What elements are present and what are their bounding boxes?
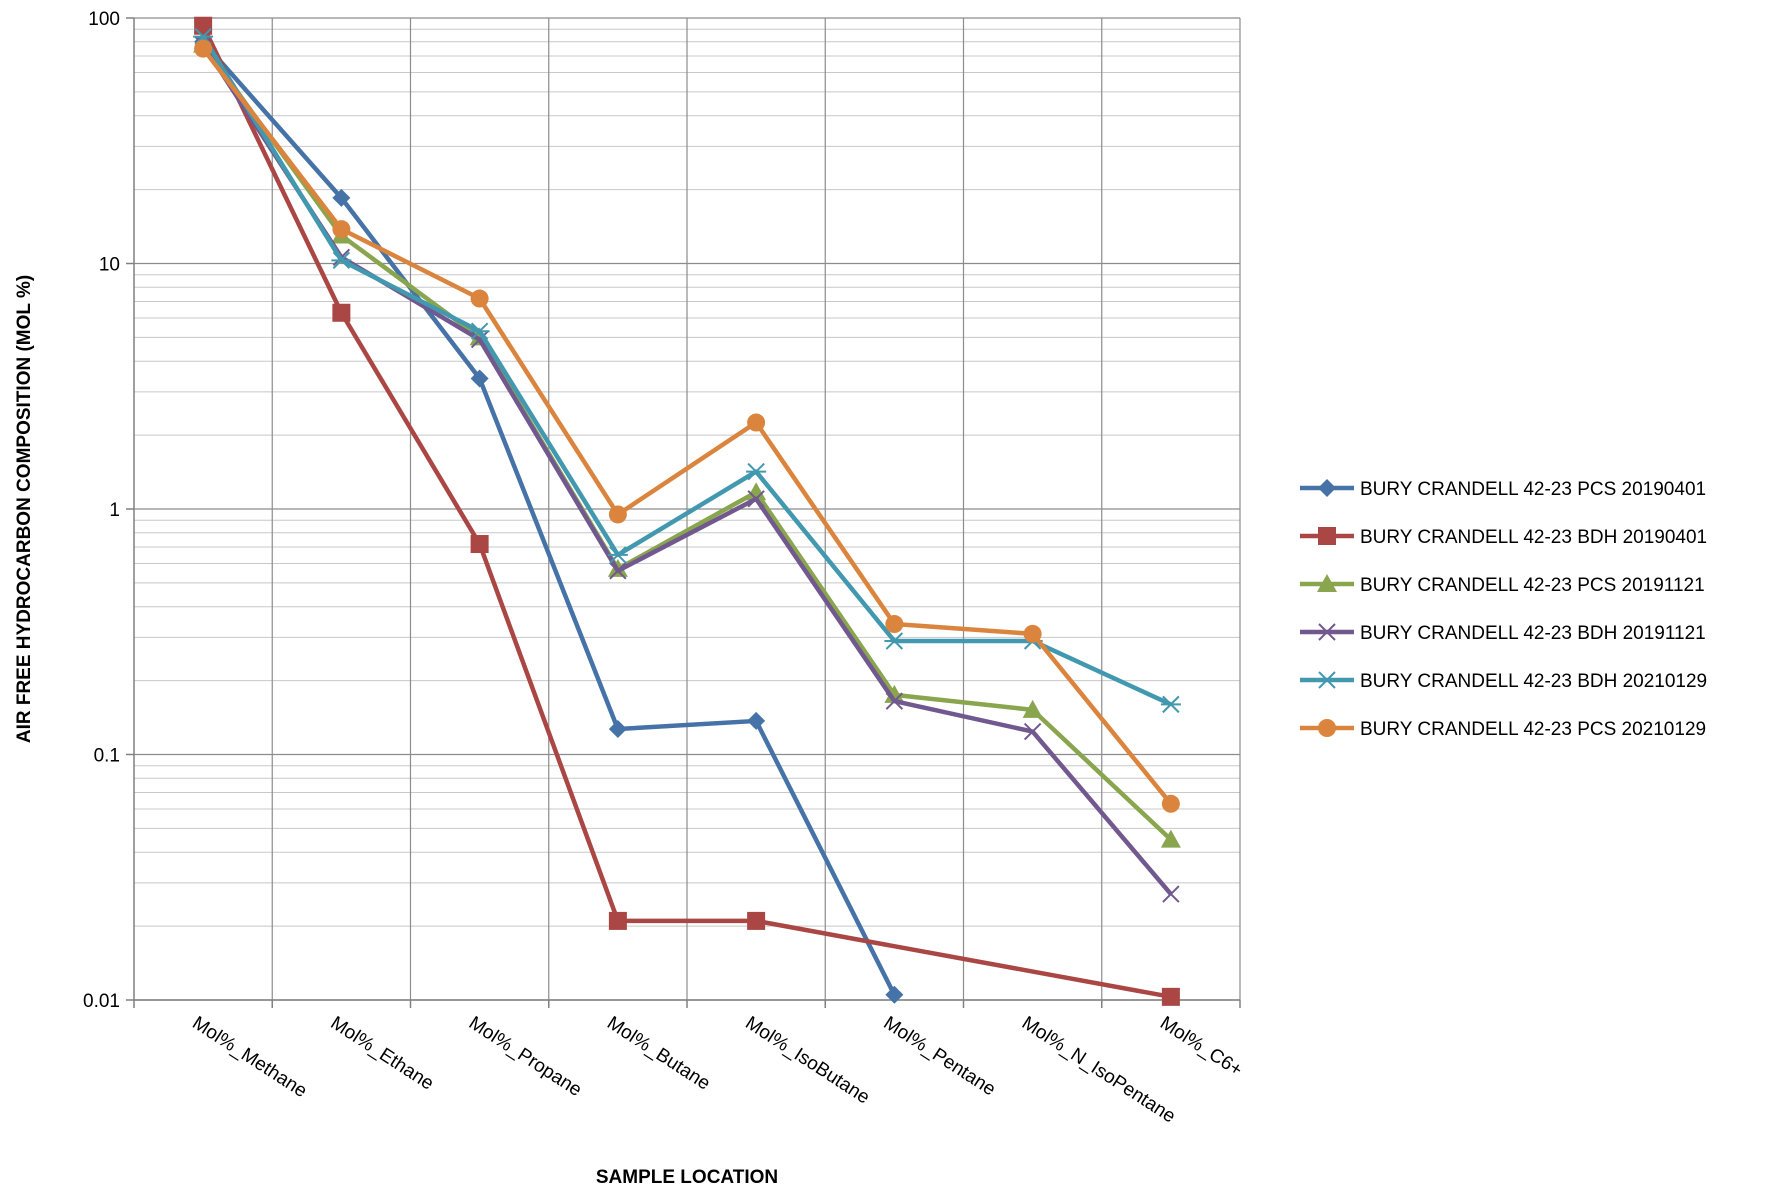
y-tick-label: 0.01 (83, 991, 120, 1012)
data-point (885, 985, 904, 1004)
data-point (1161, 987, 1180, 1006)
data-point (608, 505, 627, 524)
data-point (470, 330, 489, 349)
data-point (1318, 623, 1336, 641)
legend-label: BURY CRANDELL 42-23 BDH 20190401 (1360, 527, 1707, 548)
series-line (201, 35, 1172, 707)
data-point (1317, 671, 1337, 689)
x-tick-label: Mol%_Ethane (327, 1013, 438, 1095)
data-point (332, 188, 351, 207)
data-point (747, 413, 766, 432)
legend-item: BURY CRANDELL 42-23 PCS 20190401 (1300, 479, 1706, 500)
data-point (608, 720, 627, 739)
series-line (201, 24, 1172, 1000)
data-point (470, 369, 489, 388)
series-line (201, 43, 1173, 842)
series-2 (194, 16, 1180, 1006)
data-point (1023, 722, 1042, 741)
legend-item: BURY CRANDELL 42-23 PCS 20191121 (1300, 574, 1705, 596)
x-tick-label: Mol%_Pentane (880, 1013, 1000, 1101)
data-point (885, 615, 904, 634)
series-5 (193, 27, 1181, 714)
series-line (201, 40, 897, 996)
data-point (194, 16, 213, 35)
legend-item: BURY CRANDELL 42-23 BDH 20191121 (1300, 623, 1706, 644)
data-point (1160, 829, 1181, 848)
data-point (194, 39, 213, 58)
data-point (1162, 885, 1180, 903)
y-tick-label: 100 (88, 9, 120, 30)
y-tick-labels: 0.01 0.1 1 10 100 (83, 9, 120, 1012)
data-point (747, 490, 765, 508)
data-point (747, 911, 766, 930)
legend: BURY CRANDELL 42-23 PCS 20190401 BURY CRA… (1300, 479, 1707, 740)
data-point (1318, 527, 1336, 545)
data-point (885, 692, 904, 710)
data-point (607, 546, 628, 564)
y-tick-label: 10 (99, 255, 120, 276)
x-axis-title: SAMPLE LOCATION (596, 1167, 778, 1188)
x-tick-label: Mol%_C6+ (1156, 1013, 1246, 1082)
major-gridlines (134, 17, 1241, 1001)
data-point (1161, 794, 1180, 813)
data-point (747, 711, 766, 730)
x-tick-label: Mol%_Propane (465, 1013, 585, 1101)
x-tick-label: Mol%_N_IsoPentane (1018, 1013, 1179, 1128)
data-point (1160, 695, 1181, 714)
data-point (332, 303, 351, 322)
y-axis-title: AIR FREE HYDROCARBON COMPOSITION (MOL %) (14, 275, 35, 743)
data-point (1317, 574, 1337, 592)
x-tick-labels: Mol%_Methane Mol%_Ethane Mol%_Propane Mol%_… (188, 1013, 1246, 1128)
data-point (746, 462, 767, 481)
series-line (201, 47, 1173, 806)
legend-label: BURY CRANDELL 42-23 BDH 20191121 (1360, 623, 1706, 644)
data-point (609, 562, 627, 580)
data-point (1023, 624, 1042, 643)
legend-item: BURY CRANDELL 42-23 BDH 20210129 (1300, 671, 1707, 692)
data-point (1318, 479, 1336, 497)
legend-item: BURY CRANDELL 42-23 PCS 20210129 (1300, 719, 1706, 740)
data-point (331, 251, 352, 270)
legend-item: BURY CRANDELL 42-23 BDH 20190401 (1300, 527, 1707, 548)
data-point (746, 482, 767, 501)
data-point (469, 322, 490, 340)
series-6 (194, 39, 1180, 813)
data-point (1022, 699, 1043, 718)
data-point (1318, 719, 1336, 737)
data-point (884, 632, 905, 650)
legend-label: BURY CRANDELL 42-23 PCS 20190401 (1360, 479, 1706, 500)
data-point (470, 289, 489, 308)
legend-label: BURY CRANDELL 42-23 BDH 20210129 (1360, 671, 1707, 692)
data-point (608, 911, 627, 930)
data-point (884, 684, 905, 703)
x-tick-label: Mol%_IsoButane (741, 1013, 873, 1109)
x-tick-label: Mol%_Methane (188, 1013, 310, 1103)
legend-label: BURY CRANDELL 42-23 PCS 20191121 (1360, 575, 1705, 596)
x-tick-label: Mol%_Butane (603, 1013, 714, 1095)
data-point (332, 220, 351, 239)
y-tick-label: 0.1 (94, 746, 120, 767)
legend-label: BURY CRANDELL 42-23 PCS 20210129 (1360, 719, 1706, 740)
y-tick-label: 1 (109, 500, 120, 521)
data-point (470, 535, 489, 554)
series-layer (193, 16, 1181, 1006)
axes (126, 17, 1241, 1008)
